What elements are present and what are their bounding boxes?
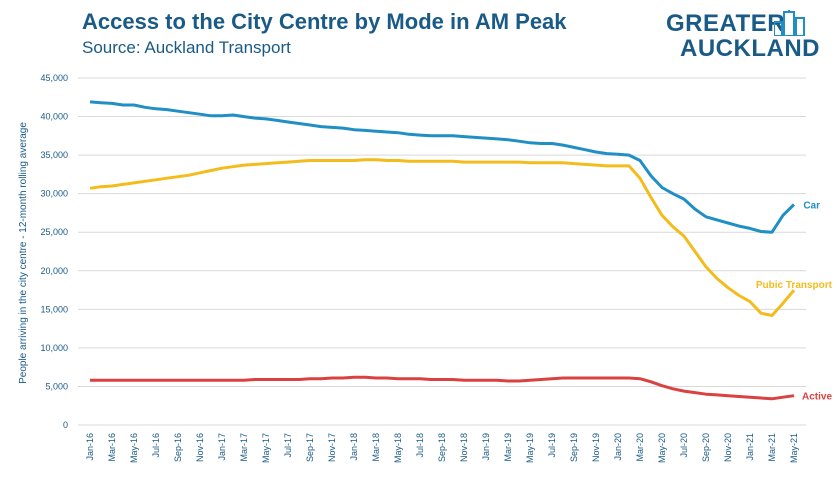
series-line-pubic-transport <box>89 158 796 317</box>
series-lines <box>89 100 796 401</box>
series-label-pubic-transport: Pubic Transport <box>756 280 833 291</box>
gridlines <box>78 77 806 426</box>
greater-auckland-logo: GREATER AUCKLAND <box>666 10 826 62</box>
y-tick-label: 35,000 <box>40 150 68 160</box>
x-tick-label: Nov-17 <box>327 433 337 462</box>
x-tick-label: Mar-18 <box>371 433 381 462</box>
x-tick-label: Mar-20 <box>635 433 645 462</box>
x-tick-label: May-20 <box>657 433 667 463</box>
y-tick-label: 40,000 <box>40 112 68 122</box>
y-tick-label: 10,000 <box>40 343 68 353</box>
x-tick-label: Nov-16 <box>195 433 205 462</box>
series-line-active <box>90 375 795 401</box>
logo-text-line2: AUCKLAND <box>680 35 820 62</box>
logo-text-line1: GREATER <box>666 10 786 37</box>
y-tick-label: 0 <box>63 420 68 430</box>
series-line-car <box>89 100 796 234</box>
x-tick-label: Mar-21 <box>767 433 777 462</box>
x-tick-label: Jan-19 <box>481 433 491 461</box>
x-tick-label: Sep-20 <box>701 433 711 462</box>
x-tick-label: May-18 <box>393 433 403 463</box>
x-tick-label: Jul-19 <box>547 433 557 458</box>
x-tick-label: Sep-19 <box>569 433 579 462</box>
x-tick-label: Jan-18 <box>349 433 359 461</box>
y-axis-ticks: 0 5,000 10,000 15,000 20,000 25,000 30,000 35,0… <box>40 73 68 430</box>
y-tick-label: 45,000 <box>40 73 68 83</box>
x-tick-label: Nov-18 <box>459 433 469 462</box>
x-tick-label: Sep-17 <box>305 433 315 462</box>
x-tick-label: Nov-20 <box>723 433 733 462</box>
y-tick-label: 25,000 <box>40 227 68 237</box>
y-tick-label: 20,000 <box>40 266 68 276</box>
x-tick-label: Nov-19 <box>591 433 601 462</box>
x-tick-label: Sep-16 <box>173 433 183 462</box>
y-tick-label: 15,000 <box>40 304 68 314</box>
x-tick-label: Jul-20 <box>679 433 689 458</box>
series-label-car: Car <box>803 200 820 211</box>
series-label-active: Active <box>802 392 832 403</box>
x-tick-label: Mar-16 <box>107 433 117 462</box>
x-tick-label: May-19 <box>525 433 535 463</box>
x-tick-label: May-21 <box>789 433 799 463</box>
x-tick-label: Mar-17 <box>239 433 249 462</box>
y-tick-label: 30,000 <box>40 189 68 199</box>
x-axis-ticks: Jan-16 Mar-16 May-16 Jul-16 Sep-16 Nov-16 Jan-… <box>85 433 799 463</box>
skyline-icon <box>774 10 805 36</box>
y-tick-label: 5,000 <box>45 381 68 391</box>
x-tick-label: Mar-19 <box>503 433 513 462</box>
x-tick-label: Jan-20 <box>613 433 623 461</box>
chart-title: Access to the City Centre by Mode in AM … <box>82 9 567 34</box>
series-labels: Car Pubic Transport Active <box>756 200 833 402</box>
x-tick-label: Jul-18 <box>415 433 425 458</box>
x-tick-label: Sep-18 <box>437 433 447 462</box>
x-tick-label: Jul-16 <box>151 433 161 458</box>
x-tick-label: May-16 <box>129 433 139 463</box>
y-axis-label: People arriving in the city centre - 12-… <box>18 122 29 384</box>
x-tick-label: Jul-17 <box>283 433 293 458</box>
x-tick-label: Jan-16 <box>85 433 95 461</box>
x-tick-label: Jan-21 <box>745 433 755 461</box>
x-tick-label: May-17 <box>261 433 271 463</box>
x-tick-label: Jan-17 <box>217 433 227 461</box>
chart-subtitle: Source: Auckland Transport <box>82 38 291 57</box>
